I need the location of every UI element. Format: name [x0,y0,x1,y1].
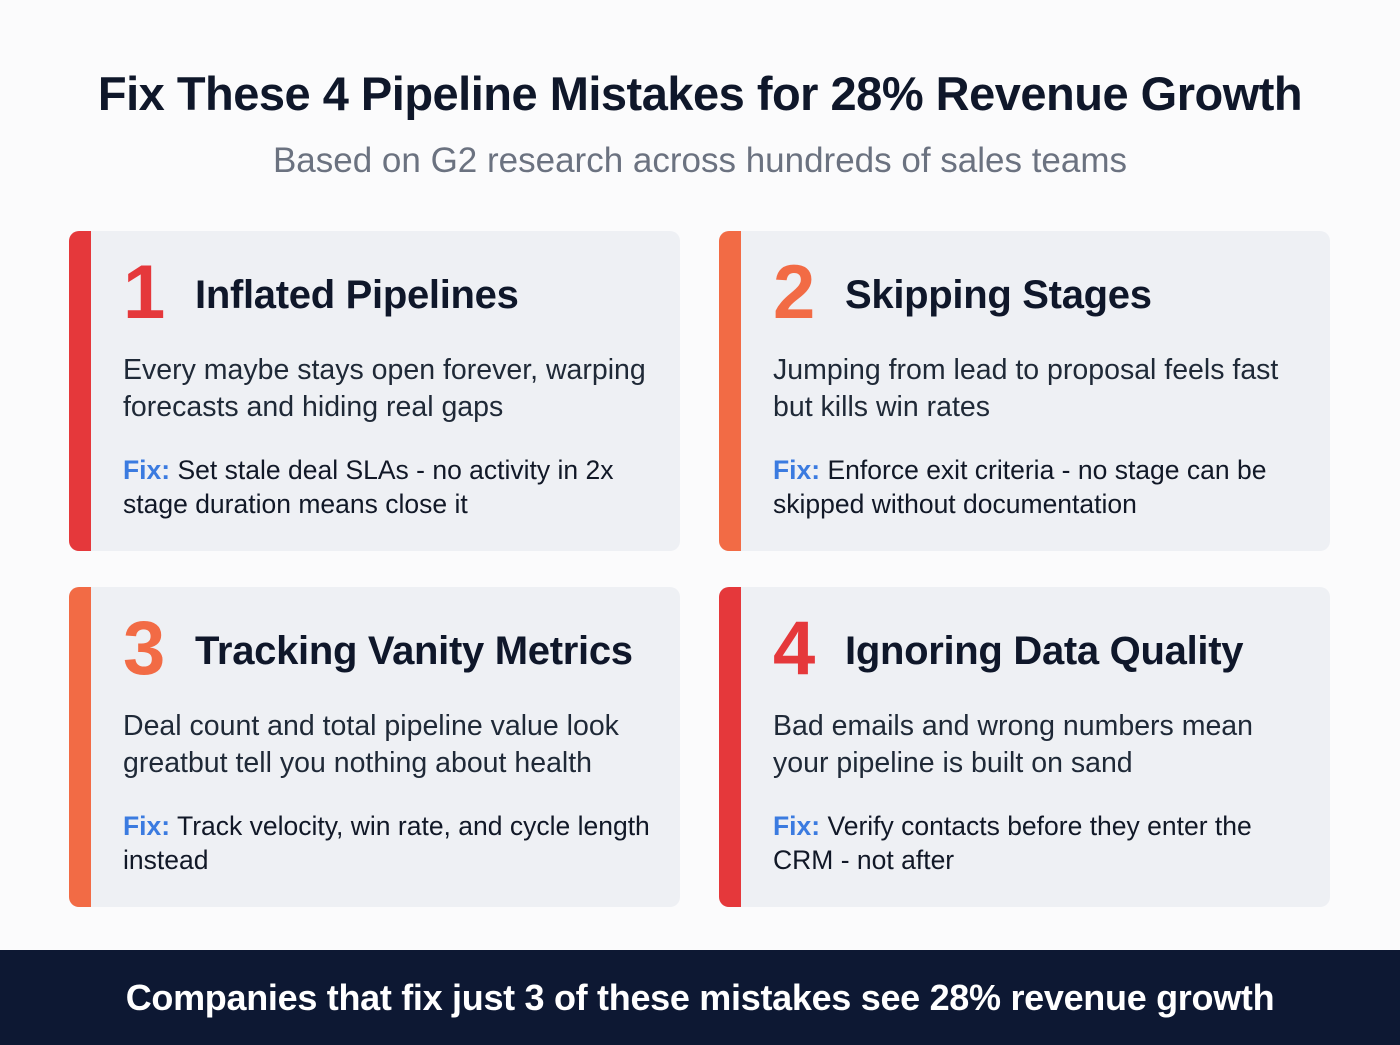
fix-text: Track velocity, win rate, and cycle leng… [123,811,650,875]
card-title: Inflated Pipelines [195,273,519,317]
card-accent-bar [69,587,91,907]
fix-label: Fix: [773,455,821,485]
card-fix: Fix: Verify contacts before they enter t… [773,809,1313,877]
fix-label: Fix: [773,811,821,841]
fix-label: Fix: [123,811,171,841]
card-number: 2 [773,250,816,335]
mistake-card-4: 4 Ignoring Data Quality Bad emails and w… [719,587,1330,907]
mistake-card-1: 1 Inflated Pipelines Every maybe stays o… [69,231,680,551]
card-fix: Fix: Set stale deal SLAs - no activity i… [123,453,663,521]
card-accent-bar [69,231,91,551]
card-number: 4 [773,606,816,691]
card-accent-bar [719,587,741,907]
mistake-card-2: 2 Skipping Stages Jumping from lead to p… [719,231,1330,551]
card-number: 3 [123,606,166,691]
card-title: Skipping Stages [845,273,1152,317]
card-description: Bad emails and wrong numbers mean your p… [773,710,1254,779]
card-description: Jumping from lead to proposal feels fast… [773,354,1279,423]
footer-banner: Companies that fix just 3 of these mista… [0,950,1400,1045]
card-fix: Fix: Track velocity, win rate, and cycle… [123,809,663,877]
fix-text: Verify contacts before they enter the CR… [773,811,1252,875]
card-description: Deal count and total pipeline value look… [123,710,619,779]
card-number: 1 [123,250,166,335]
fix-label: Fix: [123,455,171,485]
card-accent-bar [719,231,741,551]
fix-text: Enforce exit criteria - no stage can be … [773,455,1267,519]
card-title: Ignoring Data Quality [845,629,1244,673]
fix-text: Set stale deal SLAs - no activity in 2x … [123,455,614,519]
mistake-card-3: 3 Tracking Vanity Metrics Deal count and… [69,587,680,907]
page-subtitle: Based on G2 research across hundreds of … [272,141,1128,180]
card-fix: Fix: Enforce exit criteria - no stage ca… [773,453,1313,521]
card-title: Tracking Vanity Metrics [195,629,633,673]
footer-text: Companies that fix just 3 of these mista… [125,976,1275,1018]
page-title: Fix These 4 Pipeline Mistakes for 28% Re… [97,67,1303,120]
card-description: Every maybe stays open forever, warping … [123,354,646,423]
